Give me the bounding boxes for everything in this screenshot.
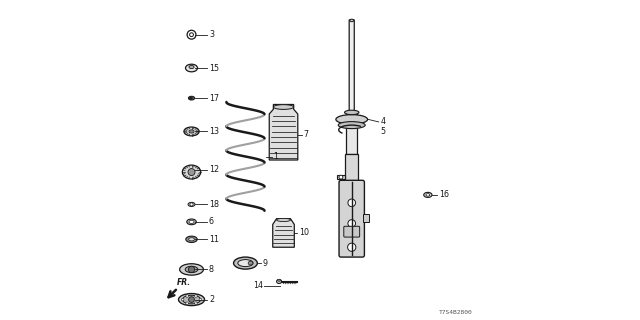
Text: 16: 16 bbox=[439, 190, 449, 199]
FancyBboxPatch shape bbox=[349, 20, 355, 113]
Polygon shape bbox=[362, 214, 369, 222]
Ellipse shape bbox=[189, 66, 194, 69]
Ellipse shape bbox=[188, 96, 195, 100]
Text: 11: 11 bbox=[209, 235, 219, 244]
Ellipse shape bbox=[350, 19, 354, 22]
Circle shape bbox=[186, 302, 188, 304]
Circle shape bbox=[186, 295, 188, 297]
Circle shape bbox=[195, 295, 197, 297]
Polygon shape bbox=[273, 219, 294, 247]
Text: 15: 15 bbox=[209, 63, 219, 73]
Text: 8: 8 bbox=[209, 265, 214, 274]
Ellipse shape bbox=[273, 105, 294, 109]
Text: 14: 14 bbox=[253, 281, 263, 291]
FancyBboxPatch shape bbox=[339, 180, 364, 257]
Text: 9: 9 bbox=[263, 259, 268, 268]
Ellipse shape bbox=[187, 219, 196, 225]
Circle shape bbox=[188, 169, 195, 176]
Ellipse shape bbox=[186, 64, 198, 72]
Ellipse shape bbox=[336, 115, 367, 124]
Ellipse shape bbox=[182, 165, 201, 179]
Polygon shape bbox=[337, 175, 346, 179]
Circle shape bbox=[181, 298, 184, 301]
Text: 5: 5 bbox=[380, 127, 385, 136]
Ellipse shape bbox=[185, 266, 198, 273]
FancyBboxPatch shape bbox=[344, 226, 360, 237]
Ellipse shape bbox=[276, 218, 291, 221]
Ellipse shape bbox=[182, 295, 201, 304]
FancyBboxPatch shape bbox=[346, 112, 357, 154]
Ellipse shape bbox=[276, 279, 282, 284]
Text: 4: 4 bbox=[380, 117, 385, 126]
Text: 10: 10 bbox=[299, 228, 309, 237]
Circle shape bbox=[199, 298, 202, 301]
Ellipse shape bbox=[278, 279, 280, 281]
Ellipse shape bbox=[189, 238, 195, 241]
Circle shape bbox=[348, 220, 356, 227]
Ellipse shape bbox=[188, 202, 195, 206]
Circle shape bbox=[348, 199, 356, 207]
Ellipse shape bbox=[238, 260, 253, 267]
Circle shape bbox=[189, 297, 195, 302]
Ellipse shape bbox=[234, 257, 257, 269]
Ellipse shape bbox=[424, 192, 432, 197]
Text: 3: 3 bbox=[209, 30, 214, 39]
Ellipse shape bbox=[344, 110, 359, 115]
Ellipse shape bbox=[189, 130, 194, 133]
Text: 18: 18 bbox=[209, 200, 219, 209]
Ellipse shape bbox=[179, 293, 205, 306]
Ellipse shape bbox=[184, 127, 199, 136]
Ellipse shape bbox=[180, 264, 204, 275]
FancyBboxPatch shape bbox=[346, 154, 358, 180]
Ellipse shape bbox=[248, 261, 253, 265]
Circle shape bbox=[348, 243, 356, 252]
Ellipse shape bbox=[339, 122, 365, 129]
Text: 6: 6 bbox=[209, 217, 214, 226]
Circle shape bbox=[188, 266, 195, 273]
Ellipse shape bbox=[186, 236, 197, 243]
Text: T7S4B2800: T7S4B2800 bbox=[438, 310, 472, 316]
Text: 1: 1 bbox=[273, 152, 278, 161]
Text: 7: 7 bbox=[303, 130, 308, 139]
Ellipse shape bbox=[189, 220, 194, 223]
Circle shape bbox=[190, 203, 193, 206]
Text: 12: 12 bbox=[209, 165, 219, 174]
Polygon shape bbox=[269, 105, 298, 160]
Text: FR.: FR. bbox=[177, 278, 191, 287]
Ellipse shape bbox=[426, 194, 429, 196]
Text: 13: 13 bbox=[209, 127, 219, 136]
Circle shape bbox=[195, 302, 197, 304]
Circle shape bbox=[339, 175, 343, 179]
Circle shape bbox=[189, 97, 192, 100]
Text: 2: 2 bbox=[209, 295, 214, 304]
Text: 17: 17 bbox=[209, 94, 219, 103]
